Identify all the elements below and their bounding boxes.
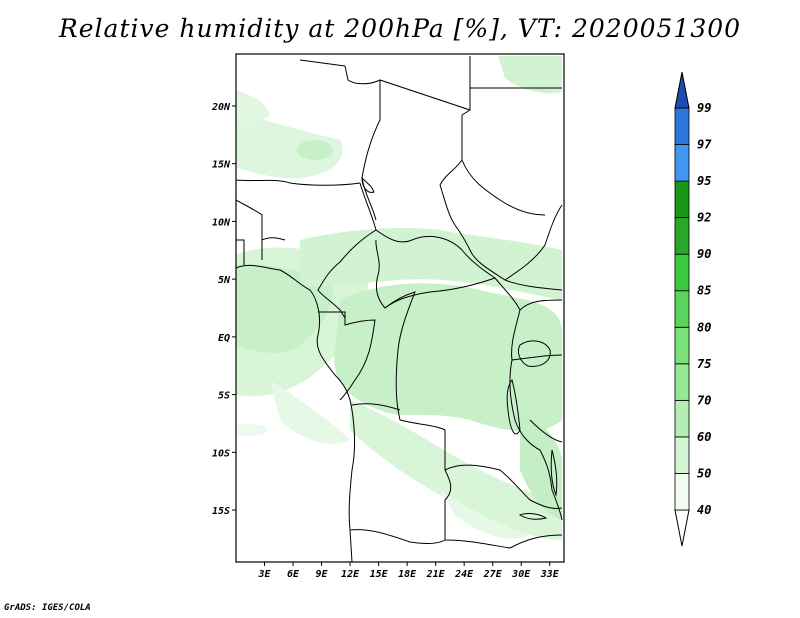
grads-credit: GrADS: IGES/COLA	[4, 603, 91, 613]
border-car	[375, 229, 497, 309]
colorbar-label: 90	[697, 247, 711, 261]
border-chad-sudan	[439, 184, 563, 291]
colorbar-band	[674, 253, 690, 292]
lat-label: 10S	[212, 448, 230, 459]
chart-title: Relative humidity at 200hPa [%], VT: 202…	[58, 14, 742, 43]
lake-victoria	[517, 340, 551, 367]
country-borders	[236, 56, 563, 562]
lon-label: 21E	[426, 569, 446, 580]
colorbar-label: 97	[697, 138, 712, 152]
border-nigeria-north	[236, 179, 361, 186]
colorbar-label: 40	[697, 503, 711, 517]
moist-band-north	[236, 110, 343, 179]
zambezi-lake	[518, 513, 548, 520]
coastline	[236, 264, 356, 562]
moist-spot-west	[236, 424, 268, 436]
colorbar-band	[674, 144, 690, 182]
border-ethiopia	[504, 204, 563, 281]
moist-spot-chad	[297, 140, 333, 160]
lon-label: 18E	[398, 569, 417, 580]
lon-label: 3E	[257, 569, 271, 580]
moist-band-congo	[334, 283, 562, 432]
lat-label: 15S	[212, 506, 230, 517]
lake-tanganyika	[506, 378, 521, 435]
lat-label: 5S	[218, 391, 230, 402]
lon-label: 27E	[483, 569, 503, 580]
lat-label: 20N	[211, 102, 231, 113]
lake-malawi	[550, 449, 558, 497]
border-cameroon	[317, 182, 377, 319]
colorbar-label: 99	[697, 101, 711, 115]
colorbar-label: 95	[697, 174, 711, 188]
border-angola	[351, 403, 563, 549]
lon-label: 30E	[511, 569, 531, 580]
lat-label: 15N	[212, 160, 231, 171]
border-drc-west	[384, 291, 446, 470]
border-congo	[318, 311, 376, 401]
colorbar-label: 85	[697, 284, 711, 298]
colorbar-band	[674, 363, 690, 401]
border-east-ss	[461, 159, 546, 216]
border-drc-east	[494, 277, 553, 491]
colorbar-band	[674, 107, 690, 145]
lon-label: 33E	[540, 569, 560, 580]
border-namibia	[349, 529, 446, 544]
lon-label: 15E	[370, 569, 389, 580]
moist-band-central	[300, 228, 562, 300]
longitude-axis: 3E 6E 9E 12E 15E 18E 21E 24E 27E 30E 33E	[257, 562, 560, 580]
colorbar-band	[674, 436, 690, 474]
lon-label: 6E	[287, 569, 300, 580]
border-zambia	[444, 464, 563, 509]
moist-band-sw	[270, 380, 350, 444]
colorbar-label: 60	[697, 430, 711, 444]
border-niger-chad	[344, 65, 381, 221]
colorbar-label: 80	[697, 320, 711, 334]
moist-band-coast	[236, 264, 333, 353]
colorbar-band	[674, 399, 690, 438]
lake-chad	[361, 176, 375, 193]
lon-label: 9E	[316, 569, 329, 580]
colorbar-label: 75	[697, 357, 711, 371]
moist-band-nw	[236, 90, 270, 124]
colorbar-band	[674, 290, 690, 328]
moist-band-sse	[440, 490, 530, 539]
colorbar-label: 92	[697, 211, 711, 225]
colorbar-top-arrow	[674, 71, 690, 109]
border-uganda	[511, 299, 563, 361]
colorbar-band	[674, 180, 690, 219]
border-tanzania	[529, 419, 563, 521]
humidity-shading	[236, 56, 562, 540]
colorbar-band	[674, 326, 690, 365]
lon-label: 12E	[341, 569, 360, 580]
colorbar-bottom-arrow	[674, 509, 690, 547]
latitude-axis: 20N 15N 10N 5N EQ 5S 10S 15S	[211, 102, 236, 517]
colorbar-label: 70	[697, 393, 711, 407]
lat-label: 5N	[218, 275, 231, 286]
colorbar-label: 50	[697, 466, 711, 480]
colorbar-band	[674, 217, 690, 255]
border-west-small	[236, 199, 286, 265]
colorbar-band	[674, 473, 690, 511]
moist-band-ne	[498, 56, 562, 94]
lat-label: EQ	[218, 333, 230, 344]
map-frame	[235, 53, 565, 563]
colorbar-legend: 40 50 60 70 75 80 85 90 92 95 97 99	[674, 71, 712, 547]
lat-label: 10N	[212, 217, 231, 228]
lon-label: 24E	[454, 569, 474, 580]
moist-band-south	[350, 400, 562, 540]
